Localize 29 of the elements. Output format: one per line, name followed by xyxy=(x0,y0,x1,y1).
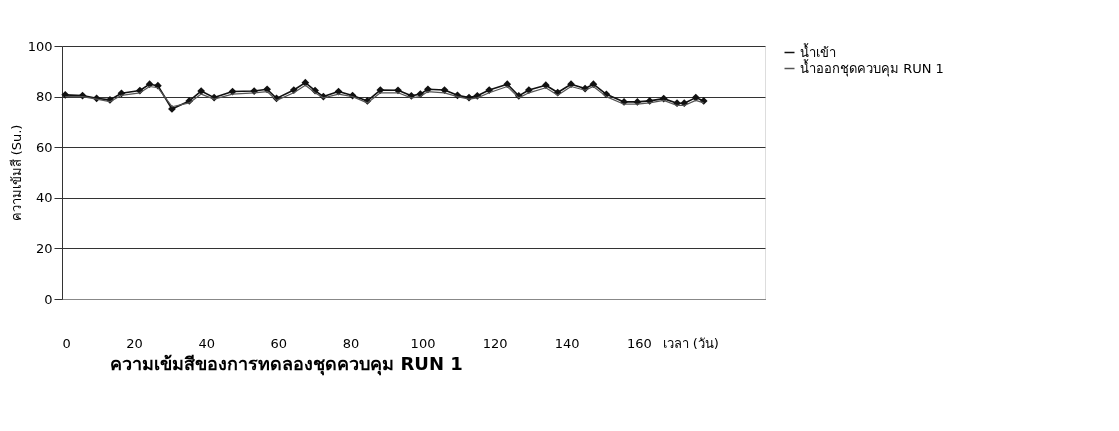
x-tick-label: 40 xyxy=(198,335,215,351)
legend-label: น้ำออกชุดควบคุม RUN 1 xyxy=(800,58,944,77)
x-tick-label: 60 xyxy=(270,335,288,351)
x-tick-label: 100 xyxy=(410,335,436,351)
y-tick-label: 100 xyxy=(27,38,53,54)
point xyxy=(376,86,385,94)
y-tick-label: 60 xyxy=(35,139,53,155)
y-tick-label: 0 xyxy=(44,291,53,307)
point xyxy=(394,86,402,95)
point xyxy=(589,80,598,89)
y-tick-label: 20 xyxy=(35,240,53,256)
y-axis-title: ความเข้มสี (Su.) xyxy=(8,124,24,222)
text: ความเข้มสีของการทดลองชุดควบคุม RUN 1 xyxy=(110,353,463,376)
y-tick-label: 80 xyxy=(35,89,53,105)
x-tick-label: 140 xyxy=(554,335,580,351)
x-tick-label: 80 xyxy=(342,335,360,351)
x-tick-label: 120 xyxy=(482,335,508,351)
point xyxy=(567,80,575,89)
point xyxy=(145,80,154,89)
y-tick-label: 40 xyxy=(35,190,53,206)
x-axis-title: เวลา (วัน) xyxy=(662,335,719,351)
point xyxy=(440,86,449,94)
point xyxy=(424,85,432,94)
x-tick-label: 160 xyxy=(626,335,652,351)
point xyxy=(117,89,126,98)
legend-label: น้ำเข้า xyxy=(800,42,836,60)
x-tick-label: 0 xyxy=(62,335,71,351)
x-tick-label: 20 xyxy=(126,335,143,351)
point xyxy=(633,98,642,106)
